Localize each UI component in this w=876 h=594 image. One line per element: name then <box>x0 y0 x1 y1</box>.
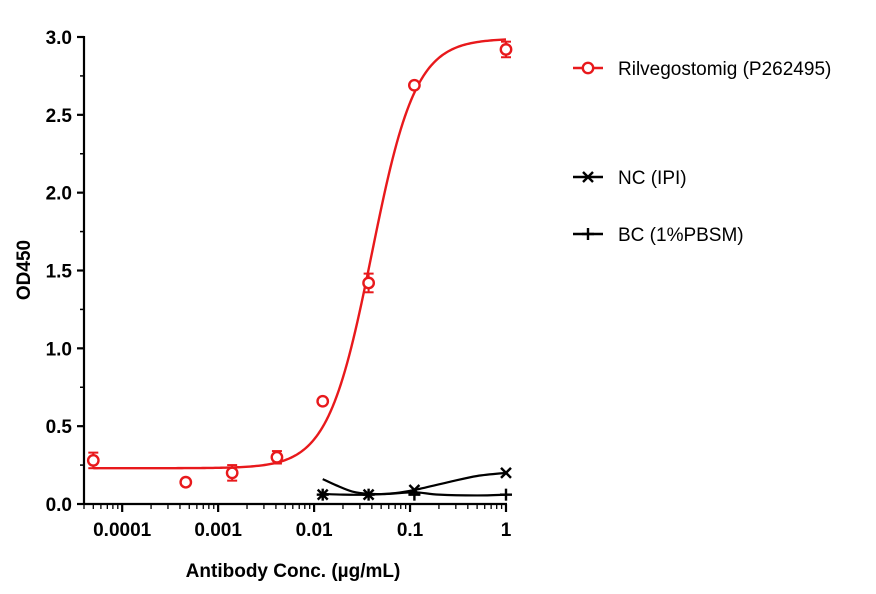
y-axis-title: OD450 <box>14 240 35 300</box>
x-tick-label: 1 <box>501 520 512 541</box>
legend-marker <box>582 171 594 183</box>
y-tick-label: 2.5 <box>46 106 73 127</box>
legend-marker <box>582 228 594 240</box>
legend-marker <box>581 61 595 75</box>
legend: Rilvegostomig (P262495) NC (IPI) BC (1%PBS… <box>573 59 831 246</box>
data-point-x <box>500 467 512 479</box>
fit-curve-bc <box>322 478 507 497</box>
data-point-circle <box>270 450 284 464</box>
y-tick-label: 1.5 <box>46 262 73 283</box>
data-point-circle <box>407 78 421 92</box>
data-point-circle <box>225 466 239 480</box>
data-point-plus <box>362 488 375 501</box>
legend-label: Rilvegostomig (P262495) <box>618 59 831 80</box>
data-point-circle <box>86 454 100 467</box>
marker-stroke <box>582 171 594 183</box>
data-point-plus <box>316 488 329 501</box>
y-tick-label: 0.0 <box>46 495 72 516</box>
data-points <box>86 40 513 501</box>
legend-label: NC (IPI) <box>618 168 687 189</box>
y-tick-label: 3.0 <box>46 28 72 49</box>
data-point-circle <box>316 394 330 408</box>
y-tick-label: 0.5 <box>46 417 73 438</box>
x-tick-label: 0.0001 <box>93 520 152 541</box>
x-tick-label: 0.01 <box>296 520 333 541</box>
legend-label: BC (1%PBSM) <box>618 225 744 246</box>
data-point-plus <box>408 488 421 501</box>
x-tick-label: 0.1 <box>397 520 424 541</box>
x-tick-label: 0.001 <box>194 520 242 541</box>
fit-curve-rilvegostomig <box>93 38 507 470</box>
axes: 0.0 0.5 1.0 1.5 2.0 2.5 3.0 0.0001 0.001 0.01 0.1 1 <box>46 28 512 541</box>
data-point-circle <box>362 276 376 290</box>
marker-stroke <box>500 467 512 479</box>
y-tick-label: 1.0 <box>46 339 72 360</box>
data-point-plus <box>500 488 512 501</box>
x-axis-title: Antibody Conc. (µg/mL) <box>186 561 401 582</box>
data-point-circle <box>499 43 513 56</box>
fit-curves <box>93 38 507 497</box>
y-tick-label: 2.0 <box>46 184 72 205</box>
data-point-circle <box>179 475 193 489</box>
